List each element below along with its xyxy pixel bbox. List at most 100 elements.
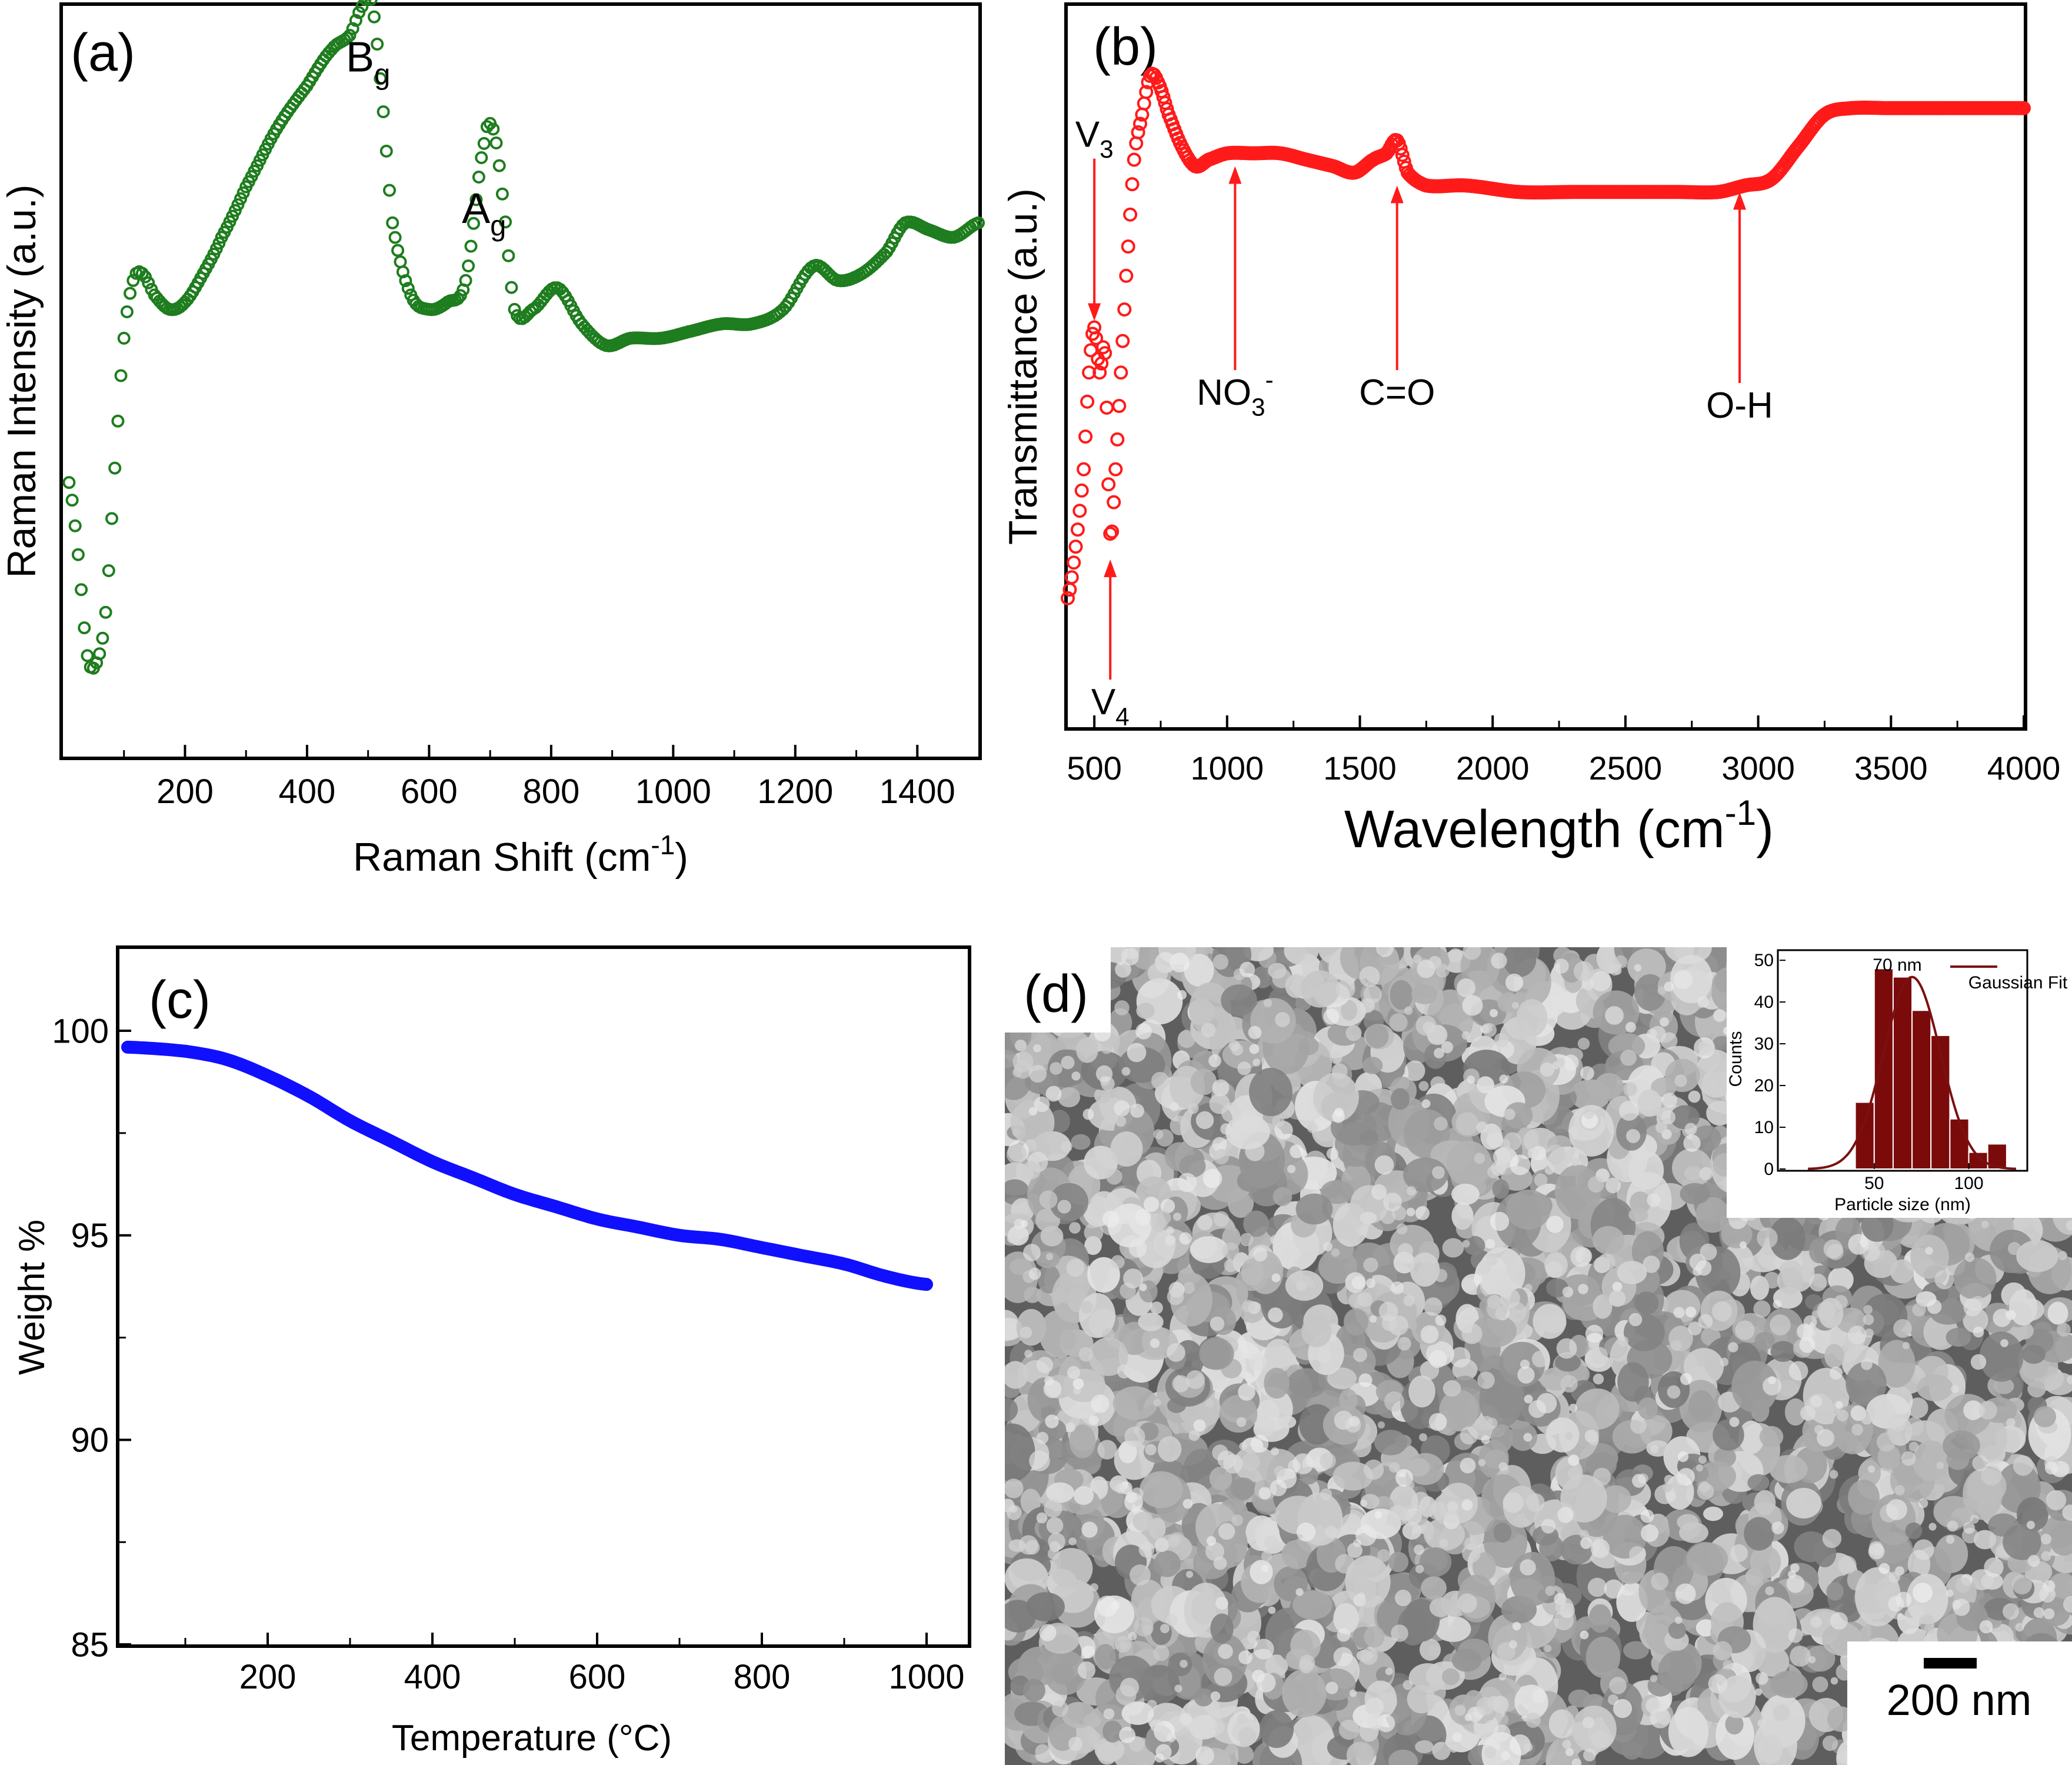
sem-highlight [1541, 1518, 1556, 1534]
sem-highlight [1765, 1586, 1774, 1596]
data-point [231, 198, 245, 211]
sem-highlight [1333, 1647, 1353, 1667]
sem-particle [1753, 1597, 1797, 1653]
sem-particle [1601, 1485, 1631, 1513]
data-point [1064, 570, 1079, 585]
data-point [1114, 365, 1128, 380]
sem-highlight [1331, 1248, 1340, 1257]
sem-particle [1250, 1560, 1273, 1584]
sem-particle [1411, 984, 1437, 1004]
sem-highlight [1235, 1745, 1254, 1764]
data-point [489, 136, 503, 149]
sem-highlight [1241, 1453, 1260, 1471]
sem-highlight [1210, 1316, 1225, 1331]
data-point [1103, 527, 1118, 541]
data-point [459, 274, 472, 287]
sem-particle [1272, 1187, 1292, 1207]
data-point [1121, 239, 1135, 254]
data-point [236, 186, 250, 199]
x-tick-label: 200 [239, 1658, 297, 1696]
sem-highlight [1688, 1090, 1701, 1103]
sem-particle [1313, 1073, 1359, 1122]
sem-particle [1504, 1102, 1533, 1129]
sem-highlight [1182, 1281, 1195, 1294]
panel-a-y-axis-label: Raman Intensity (a.u.) [0, 185, 44, 578]
sem-particle [1364, 1626, 1385, 1648]
panel-c-label: (c) [149, 971, 211, 1030]
sem-highlight [1415, 1015, 1437, 1036]
sem-highlight [1674, 1616, 1683, 1624]
sem-highlight [1007, 1233, 1017, 1244]
sem-highlight [1886, 1499, 1907, 1520]
annotation-text: NO [1197, 372, 1251, 413]
sem-highlight [1355, 1525, 1377, 1546]
sem-highlight [1695, 1464, 1704, 1472]
sem-highlight [1428, 1350, 1447, 1368]
sem-particle [1049, 1110, 1070, 1133]
sem-highlight [1022, 1161, 1041, 1180]
sem-particle [1046, 1482, 1074, 1503]
sem-highlight [1577, 1037, 1590, 1050]
sem-highlight [2015, 1623, 2024, 1632]
sem-highlight [1432, 1166, 1445, 1179]
data-point [1108, 462, 1123, 477]
sem-particle [1265, 1654, 1288, 1677]
sem-highlight [1295, 1588, 1304, 1596]
panel-c-frame [116, 945, 971, 1648]
sem-highlight [1972, 1455, 1988, 1471]
sem-highlight [1177, 990, 1187, 1000]
sem-highlight [1674, 1074, 1687, 1087]
sem-highlight [1101, 1043, 1112, 1054]
sem-highlight [1117, 1364, 1132, 1379]
sem-particle [1157, 1436, 1182, 1462]
inset-ticks: 50 100 0 10 20 30 40 50 [1754, 951, 1984, 1193]
sem-particle [1630, 1191, 1651, 1214]
sem-highlight [1406, 1207, 1415, 1217]
sem-highlight [1786, 1574, 1805, 1593]
sem-highlight [1478, 1458, 1486, 1467]
sem-particle [1826, 1582, 1844, 1601]
sem-highlight [1628, 1313, 1643, 1327]
sem-highlight [1153, 1398, 1161, 1407]
inset-frame [1777, 949, 2028, 1172]
sem-highlight [1829, 1366, 1843, 1380]
data-point [1137, 96, 1151, 111]
annotation-label: NO3- [1197, 366, 1274, 421]
sem-particle [1634, 1291, 1659, 1315]
sem-particle [1362, 1057, 1383, 1074]
sem-particle [1136, 1003, 1155, 1019]
sem-particle [2022, 1344, 2046, 1364]
sem-highlight [1963, 1298, 1982, 1317]
sem-particle [1333, 1603, 1359, 1634]
sem-highlight [1590, 971, 1611, 992]
sem-highlight [1218, 1644, 1233, 1659]
sem-highlight [1867, 1465, 1876, 1473]
sem-particle [1493, 1523, 1512, 1543]
sem-highlight [1583, 1717, 1594, 1729]
sem-highlight [1418, 1081, 1429, 1091]
sem-particle [1805, 1645, 1836, 1672]
data-point [114, 369, 128, 382]
sem-highlight [1341, 1513, 1362, 1534]
sem-highlight [1598, 1253, 1615, 1271]
sem-particle [1140, 1471, 1183, 1508]
sem-highlight [1632, 1474, 1646, 1488]
sem-highlight [1237, 1714, 1247, 1724]
sem-highlight [1150, 1719, 1163, 1732]
sem-particle [2047, 1301, 2068, 1325]
sem-highlight [1028, 1107, 1038, 1116]
sem-particle [1455, 1112, 1479, 1135]
sem-highlight [1419, 1433, 1427, 1441]
sem-particle [1617, 1362, 1649, 1402]
panel-b-y-axis-label: Transmittance (a.u.) [1001, 188, 1045, 545]
sem-highlight [1973, 1326, 1984, 1338]
data-point [1133, 116, 1147, 131]
sem-particle [1747, 1474, 1770, 1491]
inset-x-axis-label: Particle size (nm) [1834, 1195, 1971, 1214]
sem-particle [1435, 1616, 1471, 1642]
sem-highlight [1037, 1357, 1053, 1373]
sem-highlight [1020, 1326, 1032, 1339]
sem-highlight [1261, 1564, 1269, 1573]
sem-highlight [1103, 1708, 1115, 1720]
sem-highlight [1088, 1731, 1102, 1746]
